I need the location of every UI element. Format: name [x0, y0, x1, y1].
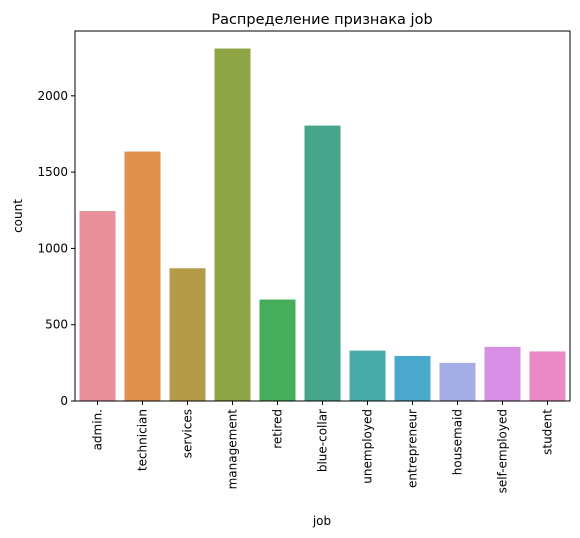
x-tick-label: blue-collar [316, 409, 330, 472]
x-tick-label: technician [136, 409, 150, 471]
bars-group [79, 48, 566, 402]
x-tick-label: services [181, 409, 195, 458]
bar-services [169, 268, 206, 401]
x-tick-label: housemaid [451, 409, 465, 475]
y-tick-label: 2000 [37, 89, 68, 103]
bar-technician [124, 151, 161, 401]
y-axis-ticks: 0 500 1000 1500 2000 [37, 89, 75, 408]
x-tick-label: admin. [91, 409, 105, 450]
plot-frame [74, 30, 571, 402]
y-tick-label: 500 [45, 318, 68, 332]
bar-housemaid [439, 362, 476, 401]
x-axis-ticks: admin. technician services management retire… [91, 401, 555, 493]
x-tick-label: unemployed [361, 409, 375, 484]
y-axis-label: count [11, 199, 25, 233]
y-tick-label: 1000 [37, 241, 68, 255]
bar-student [529, 351, 566, 401]
chart-title: Распределение признака job [211, 12, 432, 28]
bar-admin [79, 211, 116, 401]
y-tick-label: 0 [60, 394, 68, 408]
y-tick-label: 1500 [37, 165, 68, 179]
x-tick-label: self-employed [496, 409, 510, 493]
bar-blue-collar [304, 125, 341, 401]
bar-management [214, 48, 251, 402]
x-tick-label: student [541, 409, 555, 455]
bar-retired [259, 299, 296, 401]
x-tick-label: retired [271, 409, 285, 449]
x-tick-label: entrepreneur [406, 409, 420, 488]
bar-entrepreneur [394, 355, 431, 401]
bar-self-employed [484, 346, 521, 401]
bar-unemployed [349, 350, 386, 401]
x-tick-label: management [226, 409, 240, 490]
x-axis-label: job [312, 514, 331, 528]
